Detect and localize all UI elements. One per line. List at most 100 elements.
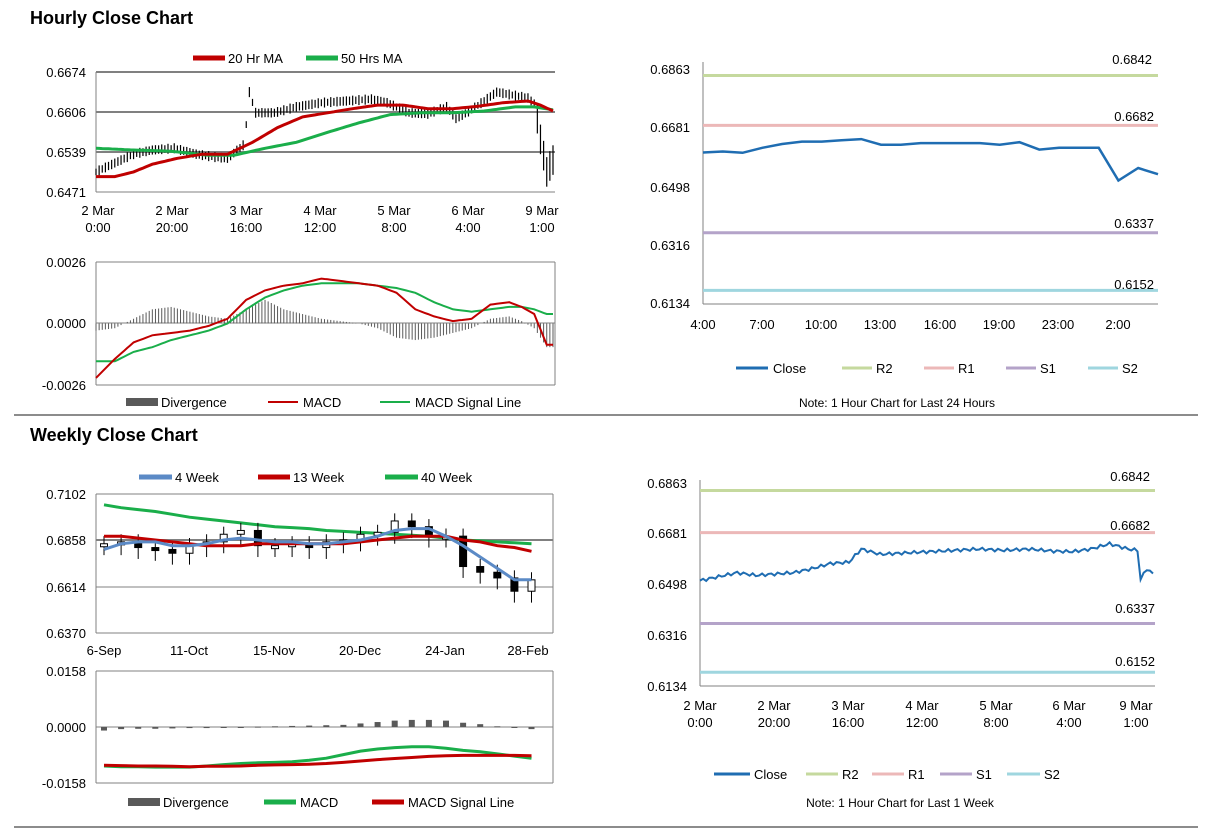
macd-signal-line [96,282,553,363]
legend-label-macd: MACD [300,795,338,810]
x-tick-label: 23:00 [1042,317,1075,332]
close-line [699,540,1154,584]
legend-label-macd: MACD [303,395,341,410]
legend-label-s2: S2 [1044,767,1060,782]
divergence-bar [425,719,432,727]
level-label-s2: 0.6152 [1114,277,1154,292]
x-tick-label: 4:00 [455,220,480,235]
divergence-bar [528,727,535,730]
hourly-price-chart: 20 Hr MA 50 Hrs MA 0.6674 0.6606 0.6539 … [46,51,559,235]
hourly-macd-chart: 0.0026 0.0000 -0.0026 Divergence MACD MA… [42,255,556,410]
x-tick-label: 12:00 [304,220,337,235]
x-tick-label: 5 Mar [979,698,1013,713]
divergence-bar [220,727,227,728]
y-tick-label: 0.6316 [647,628,687,643]
divergence-bar [101,727,107,731]
divergence-bar [135,727,142,729]
candle-body [476,566,485,573]
y-tick-label: 0.0158 [46,664,86,679]
divergence-bar [357,723,364,727]
x-tick-label: 1:00 [529,220,554,235]
candle-body [253,529,262,547]
y-tick-label: 0.0026 [46,255,86,270]
y-tick-label: 0.6134 [650,296,690,311]
divergence-bar [272,726,278,728]
x-tick-label: 4 Mar [905,698,939,713]
candle-body [527,579,536,592]
legend-label-20hr-ma: 20 Hr MA [228,51,283,66]
divergence-bar [118,727,125,730]
x-tick-label: 2 Mar [155,203,189,218]
x-tick-label: 6 Mar [1052,698,1086,713]
y-tick-label: 0.6471 [46,185,86,200]
ma-20-line [96,99,554,179]
y-tick-label: -0.0158 [42,776,86,791]
x-tick-label: 16:00 [924,317,957,332]
divergence-bar [306,725,313,727]
level-label-r1: 0.6682 [1114,109,1154,124]
ma-40-week-line [103,503,532,546]
x-tick-label: 8:00 [381,220,406,235]
hourly-macd-legend: Divergence MACD MACD Signal Line [126,395,521,410]
legend-label-50hrs-ma: 50 Hrs MA [341,51,403,66]
legend-label-close: Close [754,767,787,782]
legend-label-close: Close [773,361,806,376]
x-tick-label: 9 Mar [525,203,559,218]
y-tick-label: 0.6674 [46,65,86,80]
y-tick-label: 0.0000 [46,316,86,331]
legend-label-divergence: Divergence [163,795,229,810]
y-tick-label: 0.6614 [46,580,86,595]
hourly-section-title: Hourly Close Chart [30,8,194,28]
x-tick-label: 7:00 [749,317,774,332]
x-tick-label: 3 Mar [831,698,865,713]
close-line [702,137,1159,183]
legend-label-s1: S1 [1040,361,1056,376]
divergence-bar [443,720,449,727]
macd-line [95,277,553,379]
level-label-r2: 0.6842 [1112,52,1152,67]
weekly-price-chart: 4 Week 13 Week 40 Week 0.7102 0.6858 0.6… [46,470,554,658]
x-tick-label: 15-Nov [253,643,295,658]
x-tick-label: 4:00 [1056,715,1081,730]
y-tick-label: 0.7102 [46,487,86,502]
weekly-section-title: Weekly Close Chart [30,425,198,445]
hourly-levels-chart: 0.6863 0.6681 0.6498 0.6316 0.6134 0.684… [650,52,1159,410]
hourly-price-marks [95,87,554,187]
divergence-bar [408,719,415,727]
legend-label-r2: R2 [876,361,893,376]
weekly-macd-marks [101,719,535,769]
x-tick-label: 13:00 [864,317,897,332]
ma-50-line [95,105,554,157]
chart-note: Note: 1 Hour Chart for Last 1 Week [806,796,995,810]
candle-body [219,533,228,543]
hourly-price-legend: 20 Hr MA 50 Hrs MA [193,51,403,66]
macd-signal-line [103,753,532,769]
y-tick-label: 0.6539 [46,145,86,160]
divergence-bar [340,724,347,727]
level-label-r2: 0.6842 [1110,469,1150,484]
y-tick-label: 0.0000 [46,720,86,735]
level-label-s1: 0.6337 [1115,601,1155,616]
candle-body [236,529,245,535]
divergence-bar [289,725,296,727]
y-tick-label: 0.6498 [650,180,690,195]
weekly-levels-chart: 0.6863 0.6681 0.6498 0.6316 0.6134 0.684… [647,469,1155,810]
legend-label-r2: R2 [842,767,859,782]
divergence-bar [374,722,381,727]
y-tick-label: 0.6370 [46,626,86,641]
level-label-r1: 0.6682 [1110,518,1150,533]
bottom-divider [14,826,1198,828]
divergence-bar [391,720,398,727]
divergence-bar [169,727,176,729]
weekly-macd-legend: Divergence MACD MACD Signal Line [128,795,514,810]
divergence-bar [203,727,210,729]
legend-label-40-week: 40 Week [421,470,473,485]
legend-label-r1: R1 [908,767,925,782]
y-tick-label: 0.6858 [46,533,86,548]
y-tick-label: 0.6316 [650,238,690,253]
candle-body [390,520,399,533]
x-tick-label: 20-Dec [339,643,381,658]
x-tick-label: 9 Mar [1119,698,1153,713]
legend-label-r1: R1 [958,361,975,376]
y-tick-label: 0.6498 [647,577,687,592]
